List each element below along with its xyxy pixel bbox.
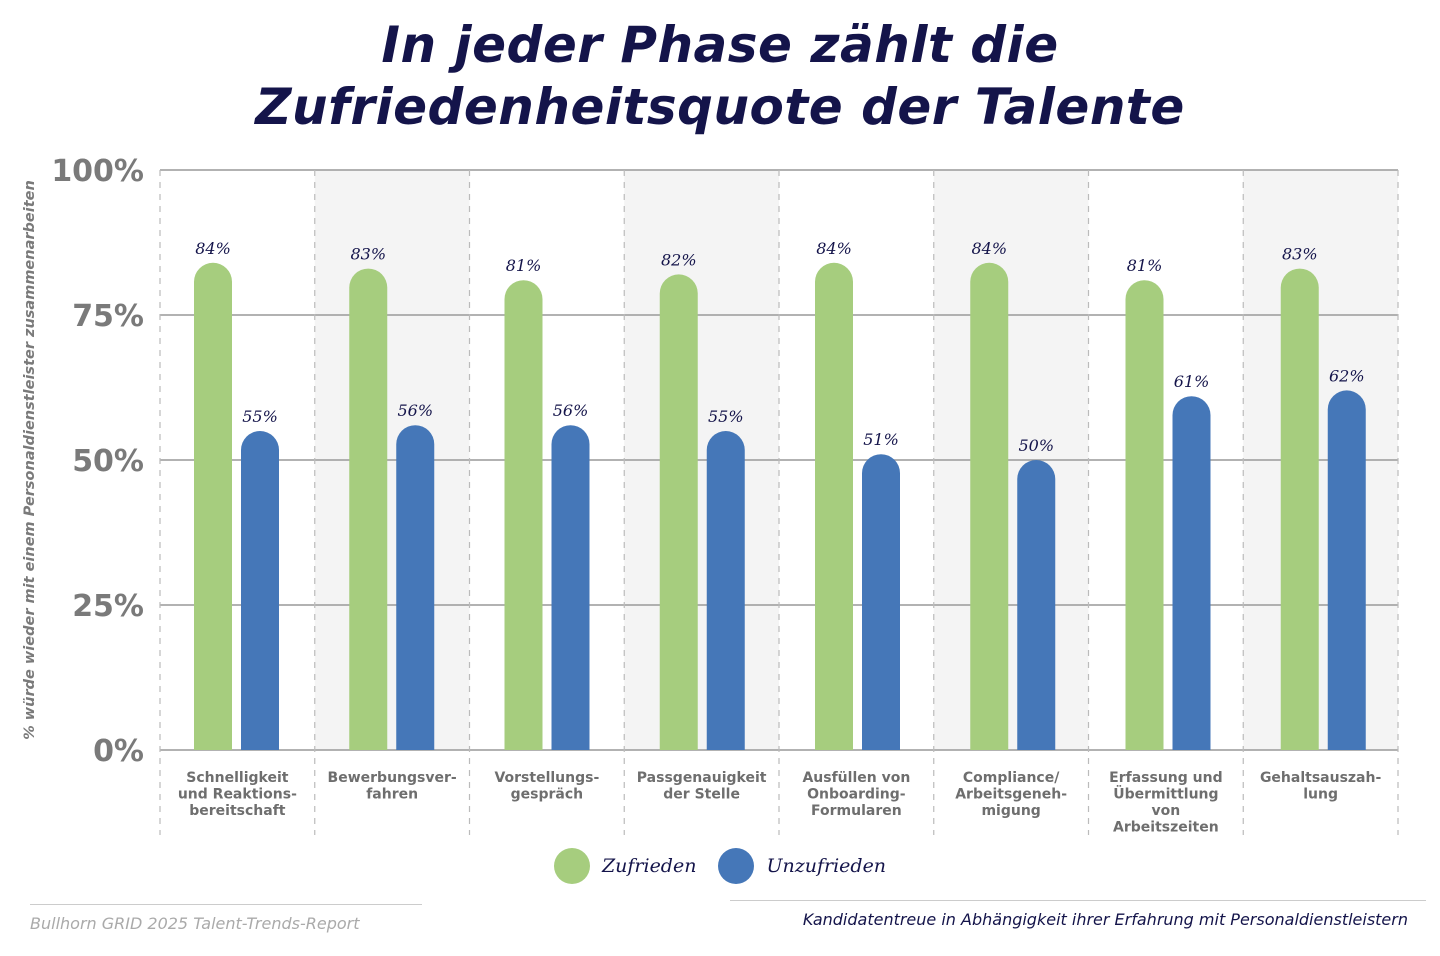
data-label: 55% — [242, 407, 278, 426]
legend-label: Zufrieden — [601, 855, 697, 877]
x-tick-label: Gehaltsauszah- — [1260, 770, 1382, 786]
x-tick-label: gespräch — [511, 787, 584, 803]
x-tick-label: Übermittlung — [1113, 785, 1218, 803]
x-tick-label: Formularen — [811, 803, 902, 819]
x-tick-label: Arbeitsgeneh- — [955, 787, 1067, 803]
x-tick-label: migung — [981, 803, 1040, 819]
bar-unzufrieden — [396, 425, 435, 750]
x-tick-label: Vorstellungs- — [494, 770, 599, 786]
y-tick-label: 50% — [72, 444, 144, 479]
data-label: 56% — [553, 401, 589, 420]
y-axis-label: % würde wieder mit einem Personaldienstl… — [22, 180, 38, 740]
chart-note: Kandidatentreue in Abhängigkeit ihrer Er… — [802, 910, 1408, 929]
legend: Zufrieden Unzufrieden — [0, 848, 1440, 884]
y-tick-label: 0% — [93, 734, 144, 769]
bar-zufrieden — [194, 262, 232, 750]
y-tick-label: 75% — [72, 299, 144, 334]
data-label: 81% — [506, 256, 542, 275]
bar-zufrieden — [815, 262, 853, 750]
data-label: 61% — [1174, 372, 1210, 391]
x-tick-label: bereitschaft — [189, 803, 286, 819]
x-tick-label: der Stelle — [663, 787, 740, 803]
title-line-2: Zufriedenheitsquote der Talente — [255, 78, 1185, 136]
x-tick-label: lung — [1303, 787, 1338, 803]
x-tick-label: fahren — [366, 787, 418, 803]
x-tick-label: und Reaktions- — [178, 787, 297, 803]
bar-unzufrieden — [1017, 460, 1056, 750]
data-label: 82% — [661, 250, 697, 269]
bar-unzufrieden — [551, 425, 590, 750]
x-tick-label: Passgenauigkeit — [637, 770, 767, 786]
chart-title: In jeder Phase zählt die Zufriedenheitsq… — [0, 14, 1440, 138]
x-tick-label: Schnelligkeit — [186, 770, 288, 786]
data-label: 56% — [397, 401, 433, 420]
legend-swatch-green — [553, 848, 590, 884]
data-label: 50% — [1018, 436, 1054, 455]
data-label: 83% — [1282, 245, 1318, 264]
bar-unzufrieden — [241, 431, 279, 750]
x-tick-label: Bewerbungsver- — [328, 770, 457, 786]
bar-zufrieden — [1125, 280, 1164, 750]
legend-item-zufrieden: Zufrieden — [553, 848, 697, 884]
x-tick-label: von — [1152, 803, 1181, 819]
legend-item-unzufrieden: Unzufrieden — [718, 848, 886, 884]
data-label: 84% — [195, 239, 231, 258]
bar-unzufrieden — [706, 431, 745, 750]
title-line-1: In jeder Phase zählt die — [381, 16, 1059, 74]
source-text: Bullhorn GRID 2025 Talent-Trends-Report — [30, 914, 360, 933]
bar-unzufrieden — [1172, 396, 1211, 750]
x-tick-label: Arbeitszeiten — [1113, 820, 1219, 836]
x-tick-label: Onboarding- — [807, 787, 906, 803]
data-label: 83% — [350, 245, 386, 264]
bar-zufrieden — [970, 262, 1009, 750]
y-tick-label: 100% — [51, 154, 144, 189]
x-tick-label: Compliance/ — [963, 770, 1060, 786]
divider — [730, 900, 1426, 901]
data-label: 84% — [816, 239, 852, 258]
data-label: 84% — [971, 239, 1007, 258]
bar-zufrieden — [504, 280, 543, 750]
bar-unzufrieden — [1327, 390, 1366, 750]
x-tick-label: Ausfüllen von — [802, 770, 910, 786]
divider — [30, 904, 422, 905]
bar-zufrieden — [1280, 268, 1319, 750]
data-label: 55% — [708, 407, 744, 426]
y-tick-label: 25% — [72, 589, 144, 624]
bar-unzufrieden — [862, 454, 900, 750]
legend-swatch-blue — [718, 848, 755, 884]
data-label: 62% — [1329, 366, 1365, 385]
data-label: 81% — [1127, 256, 1163, 275]
legend-label: Unzufrieden — [766, 855, 887, 877]
data-label: 51% — [863, 430, 899, 449]
x-tick-label: Erfassung und — [1109, 770, 1222, 786]
bar-zufrieden — [659, 274, 698, 750]
bar-zufrieden — [349, 268, 388, 750]
